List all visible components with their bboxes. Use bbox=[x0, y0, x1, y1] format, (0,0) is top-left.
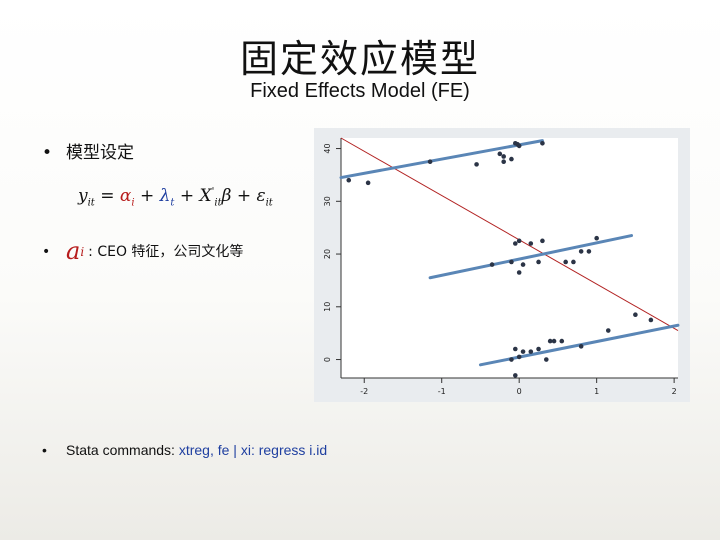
y-tick-label: 40 bbox=[323, 143, 332, 153]
data-point bbox=[365, 180, 371, 186]
data-point bbox=[501, 154, 506, 159]
data-point bbox=[489, 262, 495, 267]
data-point bbox=[520, 262, 526, 267]
eq-plus: + bbox=[134, 186, 160, 206]
x-tick-label: -2 bbox=[360, 387, 368, 396]
pooled-regression-line bbox=[340, 137, 679, 331]
data-point bbox=[648, 317, 654, 323]
stata-command-xtreg: xtreg, fe bbox=[178, 442, 230, 458]
data-point bbox=[520, 349, 526, 354]
data-point bbox=[509, 156, 514, 162]
data-point bbox=[528, 241, 534, 246]
data-point bbox=[513, 346, 518, 352]
stata-prefix: Stata commands: bbox=[66, 442, 179, 458]
data-point bbox=[559, 338, 565, 344]
y-tick-label: 30 bbox=[323, 196, 332, 206]
eq-plus: + bbox=[174, 186, 200, 206]
x-tick-label: 0 bbox=[517, 387, 522, 396]
data-point bbox=[578, 249, 584, 254]
data-point bbox=[547, 338, 553, 344]
data-point bbox=[516, 354, 522, 360]
slide-title-chinese: 固定效应模型 bbox=[239, 37, 480, 81]
bullet-dot-icon: • bbox=[42, 244, 51, 260]
eq-lambda: λ bbox=[159, 186, 171, 206]
plot-area bbox=[341, 138, 678, 378]
eq-alpha: α bbox=[119, 186, 132, 206]
data-point bbox=[543, 357, 549, 362]
eq-y-sub: it bbox=[87, 197, 95, 209]
eq-epsilon: ε bbox=[256, 186, 266, 206]
bullet-dot-icon: • bbox=[42, 143, 53, 163]
data-point bbox=[513, 140, 518, 146]
x-tick-label: -1 bbox=[438, 387, 446, 396]
slide-title-english: Fixed Effects Model (FE) bbox=[250, 80, 470, 102]
eq-alpha-sub: i bbox=[131, 197, 135, 209]
fixed-effects-scatter-plot: -2 -1 0 1 2 0 10 20 30 40 bbox=[314, 128, 690, 402]
eq-equals: = bbox=[94, 186, 120, 206]
eq-x-sub: it bbox=[214, 197, 222, 209]
data-point bbox=[501, 159, 506, 165]
data-point bbox=[346, 177, 352, 183]
eq-beta: β bbox=[221, 186, 232, 206]
alpha-subscript: i bbox=[80, 245, 85, 259]
data-point bbox=[509, 357, 514, 362]
eq-x-prime: ' bbox=[211, 186, 215, 198]
eq-plus: + bbox=[231, 186, 257, 206]
eq-x: X bbox=[199, 186, 212, 206]
data-point bbox=[540, 238, 545, 244]
data-point bbox=[563, 259, 568, 265]
data-point bbox=[516, 238, 522, 244]
data-point bbox=[633, 312, 638, 318]
data-point bbox=[516, 270, 522, 275]
eq-epsilon-sub: it bbox=[265, 197, 273, 209]
data-point bbox=[509, 259, 514, 265]
data-point bbox=[497, 151, 503, 157]
data-point bbox=[536, 259, 541, 265]
data-point bbox=[536, 346, 541, 352]
bullet-dot-icon: • bbox=[42, 442, 47, 458]
eq-lambda-sub: t bbox=[170, 197, 175, 209]
bullet-alpha-description: • ai: CEO 特征，公司文化等 bbox=[42, 237, 243, 265]
data-point bbox=[605, 328, 611, 333]
y-tick-label: 10 bbox=[323, 302, 332, 312]
data-point bbox=[528, 349, 534, 354]
stata-command-regress: xi: regress i.id bbox=[240, 442, 328, 458]
data-point bbox=[578, 344, 584, 349]
data-point bbox=[586, 249, 592, 254]
alpha-description: : CEO 特征，公司文化等 bbox=[88, 244, 244, 260]
stata-separator: | bbox=[229, 442, 241, 458]
x-tick-label: 2 bbox=[672, 387, 677, 396]
data-point bbox=[551, 338, 557, 344]
y-tick-label: 0 bbox=[323, 357, 332, 362]
fixed-effect-line bbox=[428, 234, 634, 280]
y-tick-label: 20 bbox=[323, 249, 332, 259]
data-point bbox=[594, 235, 599, 241]
data-point bbox=[540, 140, 545, 146]
bullet-stata-commands: • Stata commands: xtreg, fe | xi: regress… bbox=[42, 442, 327, 458]
eq-y: y bbox=[78, 186, 88, 206]
fixed-effect-line bbox=[339, 139, 544, 180]
data-point bbox=[571, 259, 576, 265]
bullet-model-setup: • 模型设定 bbox=[42, 138, 134, 163]
data-point bbox=[513, 373, 518, 378]
alpha-symbol: a bbox=[66, 237, 81, 265]
x-tick-label: 1 bbox=[594, 387, 599, 396]
data-point bbox=[427, 159, 433, 165]
data-point bbox=[513, 241, 518, 246]
model-equation: yit = αi + λt + X'itβ + εit bbox=[78, 186, 273, 208]
bullet-text: 模型设定 bbox=[66, 143, 134, 163]
data-point bbox=[474, 162, 479, 167]
fixed-effect-line bbox=[478, 323, 680, 367]
